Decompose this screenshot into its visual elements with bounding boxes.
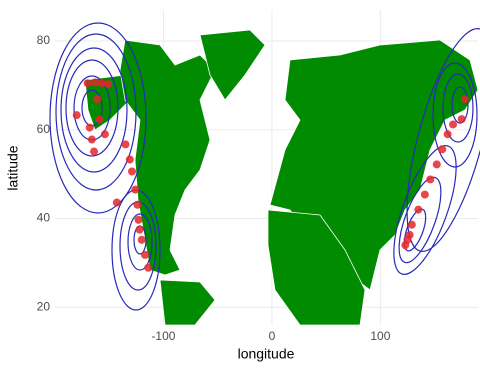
contour	[451, 86, 469, 124]
y-tick-label: 40	[37, 211, 51, 225]
point	[83, 79, 92, 88]
point	[449, 120, 458, 129]
point	[95, 115, 104, 124]
point	[93, 95, 102, 104]
point	[407, 220, 416, 229]
point	[104, 80, 113, 89]
y-tick-label: 60	[37, 122, 51, 136]
points	[72, 78, 469, 272]
land	[269, 39, 479, 291]
contour	[432, 62, 478, 168]
land	[199, 29, 266, 101]
point	[121, 140, 130, 149]
point	[438, 145, 447, 154]
y-tick-label: 20	[37, 299, 51, 313]
point	[457, 115, 466, 124]
point	[134, 215, 143, 224]
point	[125, 155, 134, 164]
x-axis-title: longitude	[238, 346, 295, 362]
point	[141, 250, 150, 259]
point	[128, 167, 137, 176]
world-map	[84, 29, 479, 326]
y-axis-title: latitude	[5, 145, 21, 190]
point	[85, 123, 94, 132]
contour	[55, 33, 137, 191]
contour	[127, 213, 153, 271]
x-tick-label: -100	[151, 329, 175, 343]
point	[87, 135, 96, 144]
point	[144, 263, 153, 272]
point	[405, 230, 414, 239]
contour	[393, 145, 457, 275]
point	[91, 78, 100, 87]
point	[97, 79, 106, 88]
land	[267, 209, 366, 326]
point	[432, 160, 441, 169]
point	[133, 200, 142, 209]
point	[137, 235, 146, 244]
contour	[49, 22, 147, 214]
point	[112, 198, 121, 207]
land	[119, 39, 216, 276]
y-tick-label: 80	[37, 33, 51, 47]
contour	[65, 59, 119, 157]
point	[414, 205, 423, 214]
point	[90, 147, 99, 156]
point	[401, 241, 410, 250]
point	[72, 111, 81, 120]
point	[131, 185, 140, 194]
contour	[60, 47, 128, 173]
point	[135, 225, 144, 234]
contour	[442, 73, 474, 143]
point	[420, 190, 429, 199]
contour	[398, 176, 442, 264]
point	[443, 130, 452, 139]
point	[460, 95, 469, 104]
x-tick-label: 0	[269, 329, 276, 343]
point	[426, 175, 435, 184]
x-tick-label: 100	[370, 329, 390, 343]
point	[100, 130, 109, 139]
land	[159, 279, 216, 326]
